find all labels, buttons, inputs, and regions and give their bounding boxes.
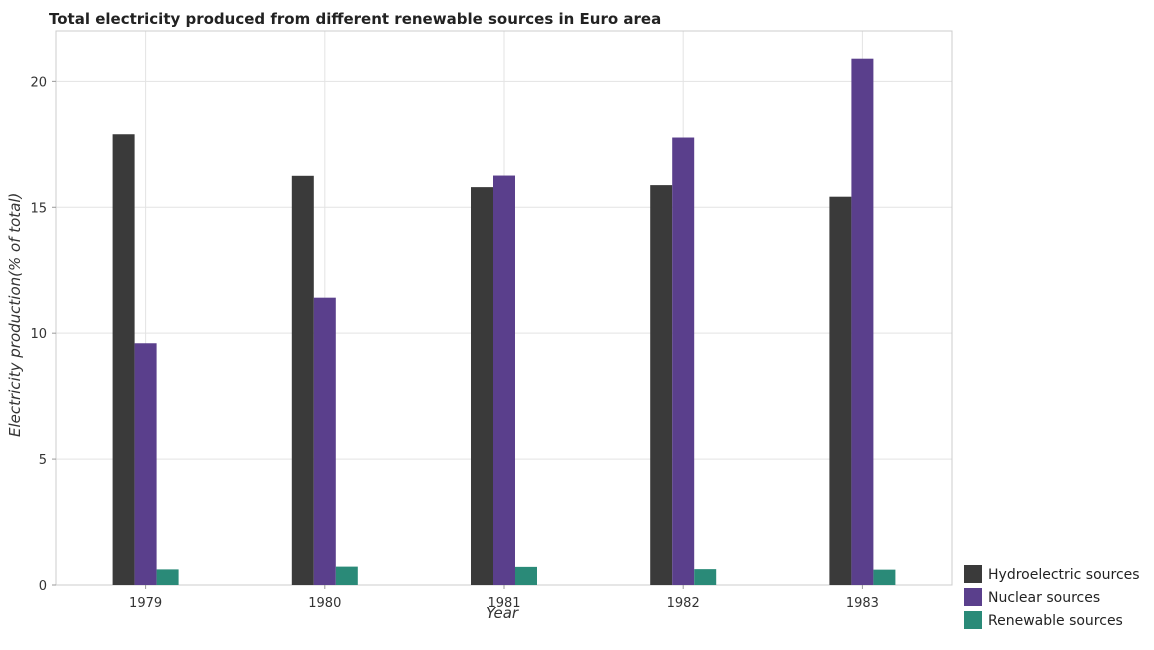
y-tick-label: 10 — [30, 327, 47, 342]
bars — [112, 58, 896, 586]
y-tick-label: 15 — [30, 201, 47, 216]
chart-title: Total electricity produced from differen… — [49, 10, 661, 28]
bar-nuclear-sources — [672, 137, 695, 585]
y-tick-label: 20 — [30, 75, 47, 90]
bar-hydroelectric-sources — [291, 175, 314, 585]
y-tick-label: 5 — [39, 453, 47, 468]
bar-hydroelectric-sources — [650, 185, 673, 585]
bar-renewable-sources — [335, 566, 358, 585]
x-tick-label: 1980 — [308, 596, 341, 611]
x-tick-label: 1983 — [846, 596, 879, 611]
legend-label: Nuclear sources — [988, 590, 1100, 606]
bar-renewable-sources — [873, 569, 896, 585]
bar-renewable-sources — [156, 569, 179, 585]
bar-hydroelectric-sources — [829, 196, 852, 586]
x-axis-label: Year — [486, 604, 519, 622]
bar-nuclear-sources — [851, 58, 874, 585]
x-tick-label: 1982 — [667, 596, 700, 611]
legend-label: Hydroelectric sources — [988, 567, 1140, 583]
bar-renewable-sources — [694, 569, 717, 585]
legend-label: Renewable sources — [988, 613, 1123, 629]
legend: Hydroelectric sources Nuclear sources Rene… — [964, 565, 1140, 629]
legend-swatch — [964, 611, 982, 629]
bar-nuclear-sources — [493, 175, 515, 585]
bar-nuclear-sources — [313, 297, 336, 585]
y-ticks: 0 5 10 15 20 — [30, 75, 56, 594]
bar-renewable-sources — [515, 566, 537, 585]
y-axis-label: Electricity production(% of total) — [6, 193, 24, 437]
x-ticks: 1979 1980 1981 1982 1983 — [129, 585, 879, 611]
bar-hydroelectric-sources — [112, 134, 135, 585]
x-tick-label: 1981 — [487, 596, 520, 611]
legend-swatch — [964, 588, 982, 606]
y-tick-label: 0 — [39, 579, 47, 594]
legend-swatch — [964, 565, 982, 583]
x-tick-label: 1979 — [129, 596, 162, 611]
bar-hydroelectric-sources — [471, 187, 493, 586]
bar-nuclear-sources — [134, 343, 157, 585]
